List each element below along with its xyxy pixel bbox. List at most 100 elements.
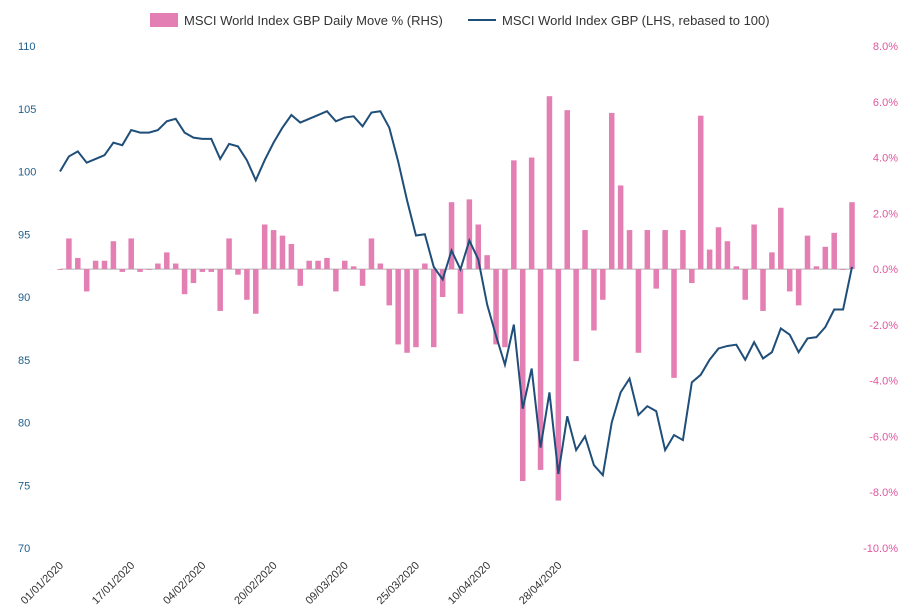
daily-move-bar (769, 252, 775, 270)
legend: MSCI World Index GBP Daily Move % (RHS) … (150, 13, 770, 28)
daily-move-bar (164, 252, 170, 270)
daily-move-bar (457, 269, 464, 314)
daily-move-bar (386, 269, 393, 306)
x-axis-tick-label: 09/03/2020 (303, 560, 350, 607)
daily-move-bar (519, 269, 526, 482)
right-axis-tick-label: -2.0% (869, 320, 898, 332)
daily-move-bar (555, 269, 562, 501)
daily-move-bar (715, 227, 722, 270)
daily-move-bar (680, 230, 686, 270)
daily-move-bar (359, 269, 366, 286)
daily-move-bar (244, 269, 250, 300)
left-axis-tick-label: 80 (18, 418, 30, 430)
daily-move-bar (422, 263, 428, 270)
x-axis-tick-label: 04/02/2020 (161, 560, 208, 607)
left-axis-ticks: 110 105 100 95 90 85 80 75 70 (18, 41, 36, 555)
daily-move-bar (350, 266, 357, 270)
daily-move-bar (439, 269, 446, 297)
daily-move-bar (137, 269, 143, 272)
daily-move-bar (689, 269, 695, 284)
daily-move-bar (297, 269, 304, 286)
left-axis-tick-label: 70 (18, 543, 30, 555)
daily-move-bar (181, 269, 188, 295)
daily-move-bar (261, 224, 268, 270)
left-axis-tick-label: 110 (18, 41, 36, 53)
right-axis-ticks: 8.0% 6.0% 4.0% 2.0% 0.0% -2.0% -4.0% -6.0% -8.0%… (863, 41, 898, 555)
daily-move-bar (697, 115, 704, 270)
daily-move-bar (493, 269, 499, 345)
daily-move-bar (368, 238, 375, 270)
daily-move-bar (128, 238, 134, 270)
legend-bar-swatch (150, 13, 178, 27)
x-axis-tick-label: 20/02/2020 (232, 560, 279, 607)
daily-move-bar (778, 207, 784, 270)
daily-move-bar (235, 269, 241, 275)
bar-series (57, 96, 855, 501)
daily-move-bar (662, 230, 668, 270)
daily-move-bar (404, 269, 410, 353)
daily-move-bar (270, 230, 277, 270)
daily-move-bar (511, 160, 517, 270)
daily-move-bar (528, 157, 535, 270)
daily-move-bar (92, 260, 99, 270)
daily-move-bar (253, 269, 259, 314)
daily-move-bar (172, 263, 179, 270)
daily-move-bar (831, 232, 837, 270)
daily-move-bar (110, 241, 117, 270)
daily-move-bar (155, 263, 161, 270)
x-axis-tick-label: 28/04/2020 (517, 560, 564, 607)
daily-move-bar (724, 241, 731, 270)
daily-move-bar (279, 235, 286, 270)
right-axis-tick-label: -10.0% (863, 543, 898, 555)
right-axis-tick-label: 4.0% (873, 153, 898, 165)
daily-move-bar (760, 269, 766, 311)
legend-line-label: MSCI World Index GBP (LHS, rebased to 10… (502, 13, 770, 28)
left-axis-tick-label: 105 (18, 104, 36, 116)
daily-move-bar (537, 269, 544, 470)
daily-move-bar (786, 269, 793, 292)
daily-move-bar (591, 269, 597, 331)
daily-move-bar (226, 238, 232, 270)
daily-move-bar (644, 230, 651, 270)
daily-move-bar (751, 224, 757, 270)
left-axis-tick-label: 90 (18, 292, 30, 304)
left-axis-tick-label: 95 (18, 229, 30, 241)
daily-move-bar (502, 269, 508, 348)
daily-move-bar (804, 235, 811, 270)
daily-move-bar (582, 230, 588, 270)
daily-move-bar (324, 257, 330, 270)
x-axis-tick-label: 17/01/2020 (90, 560, 137, 607)
daily-move-bar (608, 112, 615, 270)
daily-move-bar (706, 249, 713, 270)
daily-move-bar (671, 269, 677, 378)
daily-move-bar (190, 269, 197, 284)
daily-move-bar (653, 269, 659, 289)
daily-move-bar (83, 269, 90, 292)
daily-move-bar (617, 185, 624, 270)
left-axis-tick-label: 85 (18, 355, 30, 367)
daily-move-bar (466, 199, 473, 270)
daily-move-bar (66, 238, 72, 270)
daily-move-bar (75, 257, 81, 270)
daily-move-bar (146, 269, 152, 270)
daily-move-bar (413, 269, 419, 348)
right-axis-tick-label: 2.0% (873, 208, 898, 220)
right-axis-tick-label: -6.0% (869, 431, 898, 443)
daily-move-bar (475, 224, 482, 270)
daily-move-bar (742, 269, 748, 300)
daily-move-bar (484, 255, 490, 270)
daily-move-bar (315, 260, 321, 270)
right-axis-tick-label: -4.0% (869, 376, 898, 388)
daily-move-bar (342, 260, 348, 270)
daily-move-bar (849, 202, 855, 270)
daily-move-bar (573, 269, 579, 362)
x-axis-tick-label: 25/03/2020 (375, 560, 422, 607)
daily-move-bar (840, 269, 846, 270)
daily-move-bar (635, 269, 642, 353)
daily-move-bar (813, 266, 820, 270)
daily-move-bar (626, 230, 633, 270)
right-axis-tick-label: 6.0% (873, 97, 898, 109)
x-axis-tick-label: 10/04/2020 (446, 560, 493, 607)
